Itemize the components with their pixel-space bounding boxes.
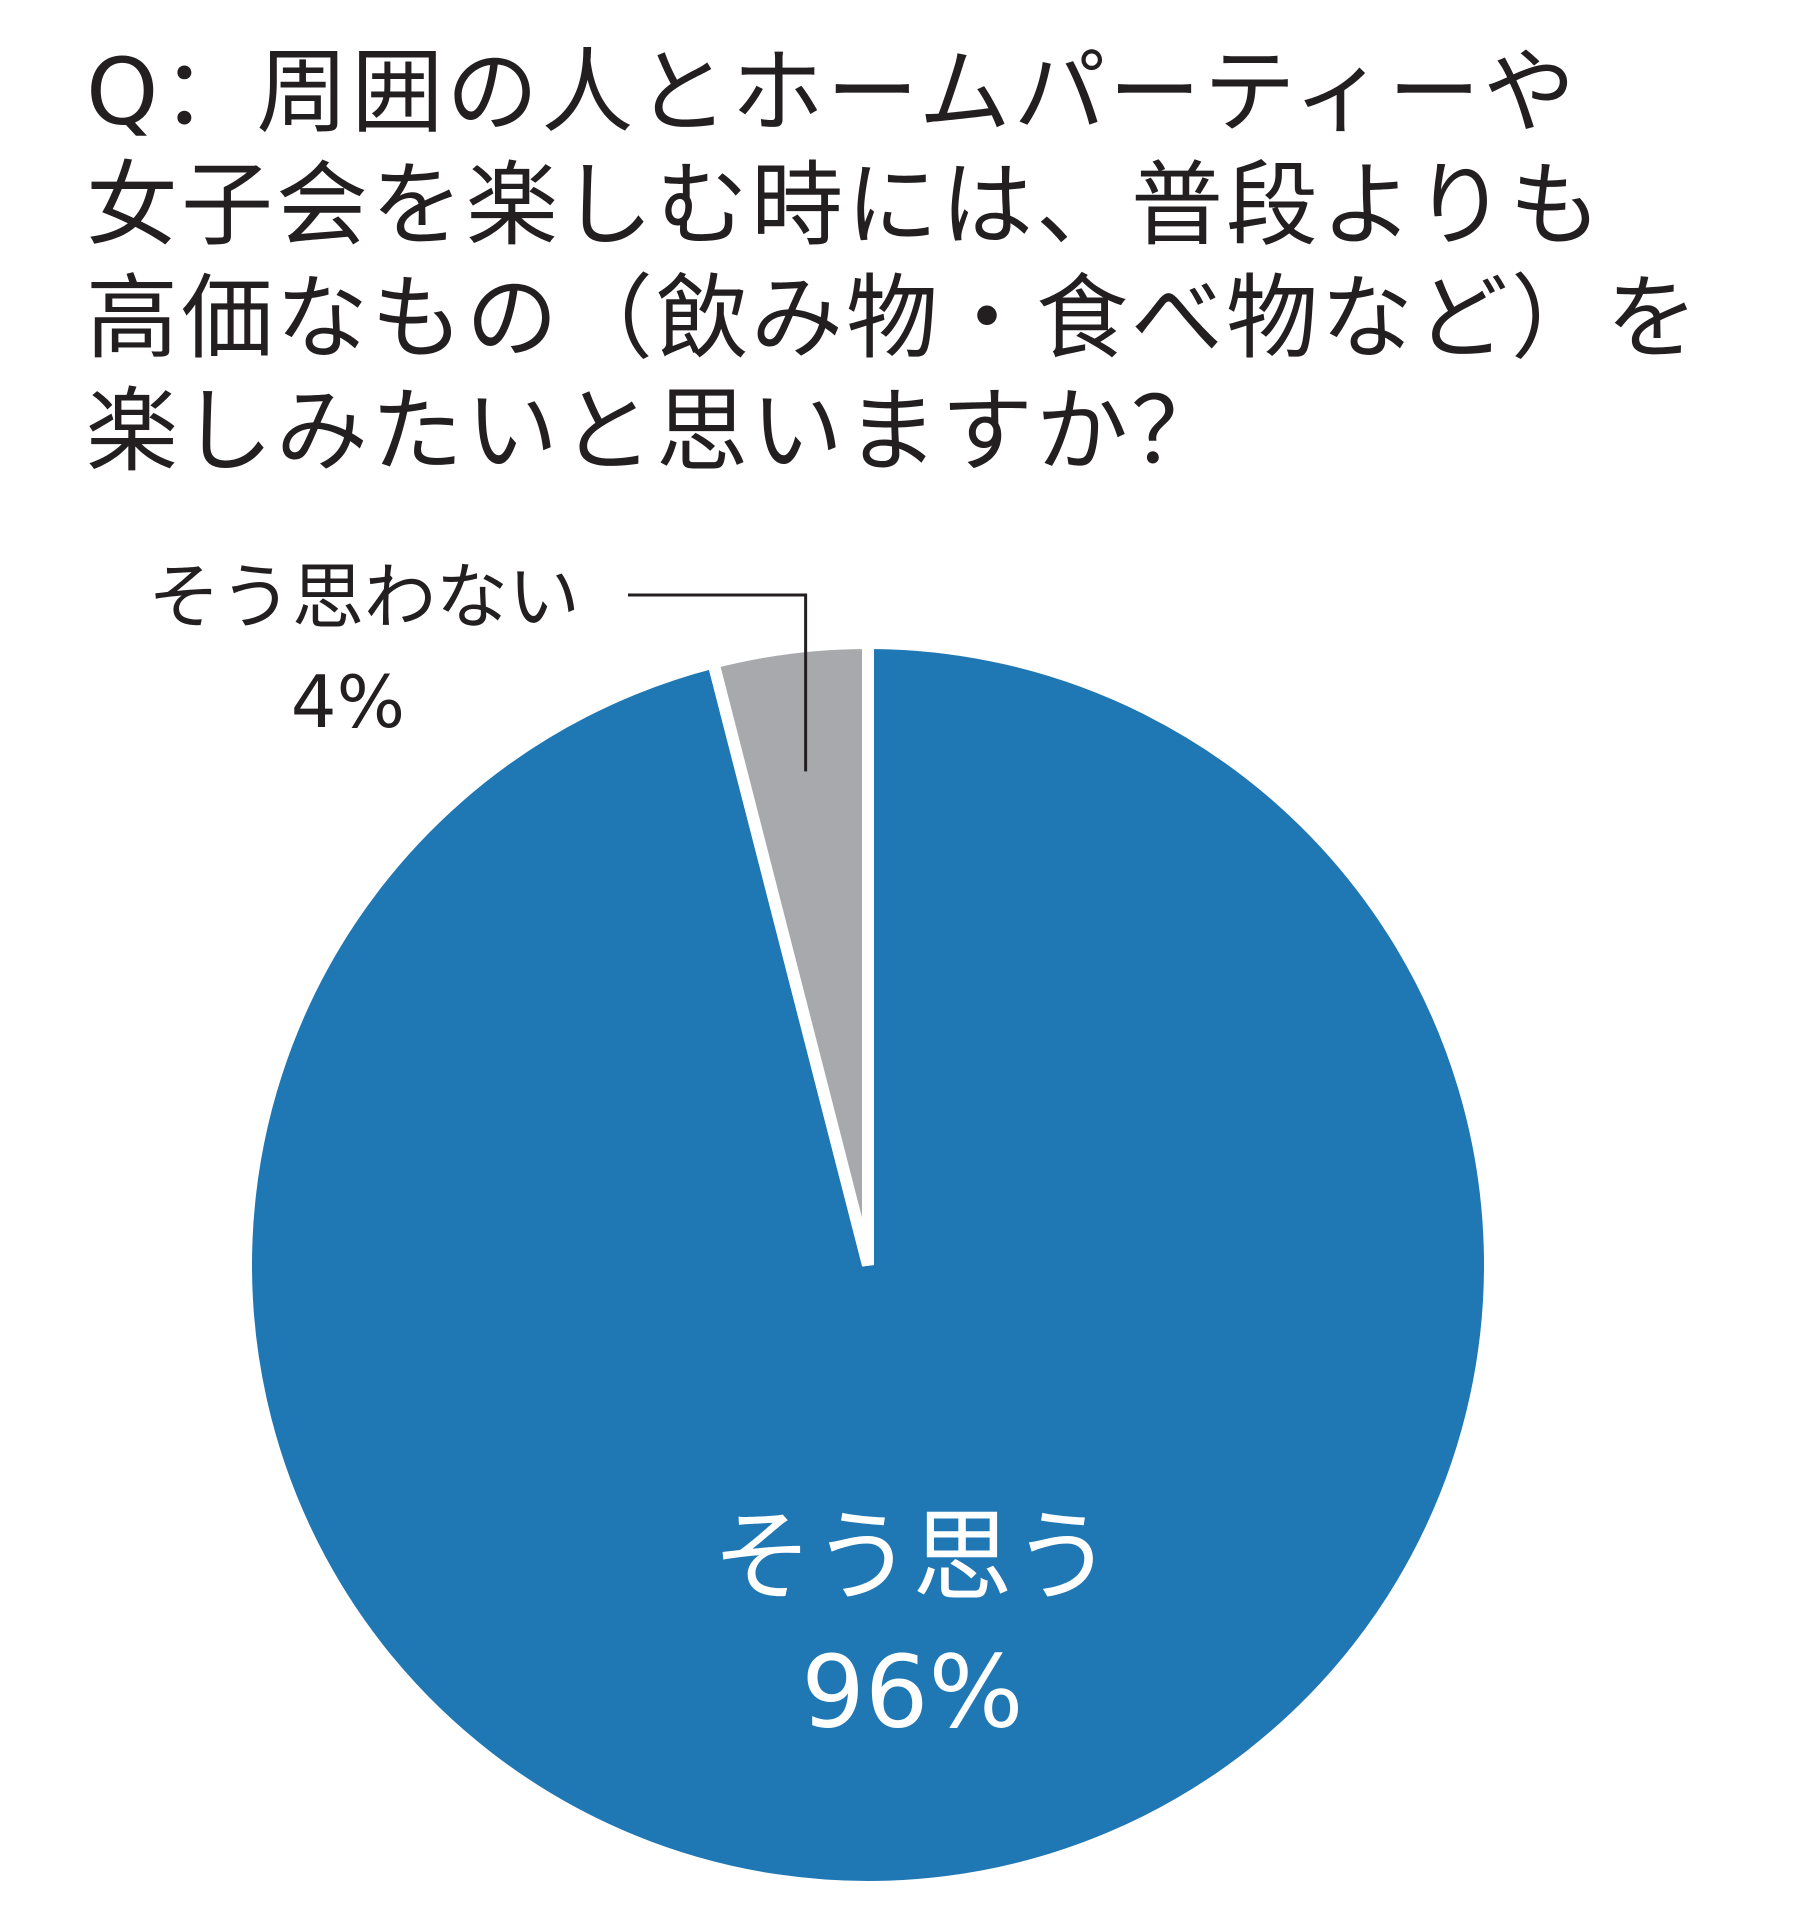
pie-slice-1 xyxy=(706,636,874,1267)
pie-slices xyxy=(240,636,1496,1893)
slice-value-label-0: 96% xyxy=(801,1634,1023,1751)
leader-lines xyxy=(628,593,808,772)
pie-labels: そう思う 96% そう思わない 4% xyxy=(148,555,1112,1751)
slice-label-1: そう思わない xyxy=(148,555,580,639)
chart-title: Q：周囲の人とホームパーティーや 女子会を楽しむ時には、普段よりも 高価なもの（… xyxy=(86,39,1702,485)
leader-line-1 xyxy=(628,593,808,772)
slice-value-label-1: 4% xyxy=(291,660,405,744)
slice-label-0: そう思う xyxy=(712,1499,1112,1616)
